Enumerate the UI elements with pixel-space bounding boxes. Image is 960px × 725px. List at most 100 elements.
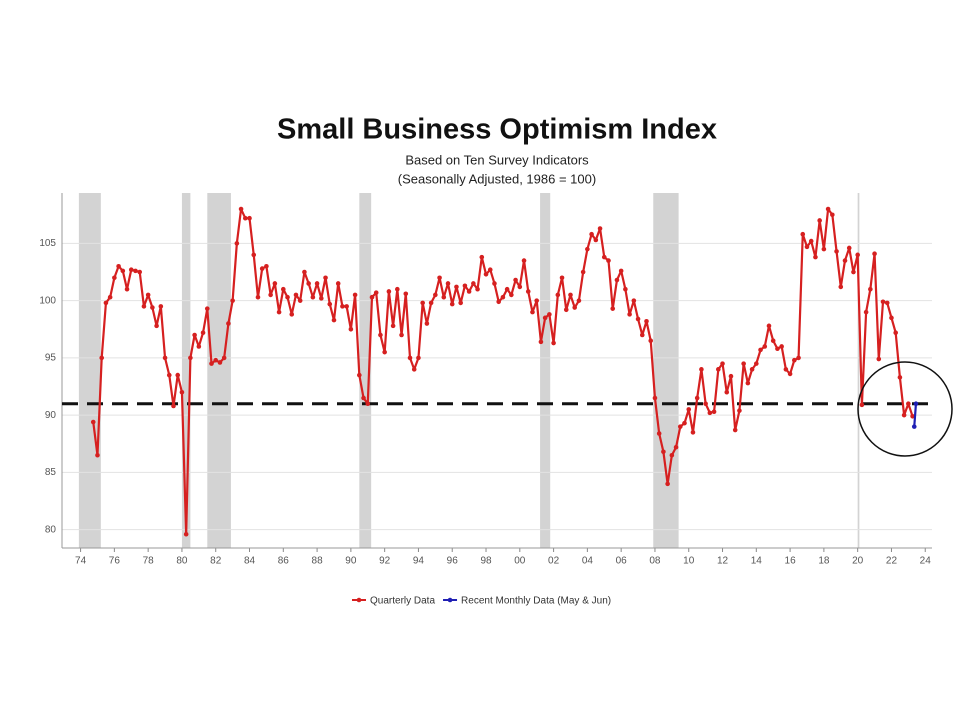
x-tick-label: 22 xyxy=(886,556,898,567)
data-point xyxy=(792,357,797,363)
data-point xyxy=(876,356,882,362)
chart-subtitle: (Seasonally Adjusted, 1986 = 100) xyxy=(398,171,596,186)
data-point xyxy=(813,254,818,260)
data-point xyxy=(509,292,514,298)
x-tick-label: 24 xyxy=(920,556,932,567)
data-point xyxy=(340,304,345,309)
data-point xyxy=(547,312,552,317)
data-point xyxy=(758,347,763,353)
data-point xyxy=(572,305,578,310)
data-point xyxy=(479,254,485,260)
data-point xyxy=(534,298,539,303)
data-point xyxy=(433,292,438,298)
data-point xyxy=(749,367,755,372)
data-point xyxy=(762,344,768,349)
data-point xyxy=(154,323,159,329)
data-point xyxy=(703,401,708,407)
data-point xyxy=(707,410,713,416)
data-point xyxy=(445,281,451,286)
data-point xyxy=(297,298,303,303)
data-point xyxy=(162,355,168,361)
data-point xyxy=(821,246,827,252)
data-point xyxy=(458,300,463,306)
data-point xyxy=(656,431,662,436)
data-point xyxy=(787,371,793,377)
data-point xyxy=(669,452,675,458)
data-point xyxy=(204,306,210,311)
x-tick-label: 82 xyxy=(210,556,222,567)
x-tick-label: 02 xyxy=(548,556,560,567)
data-point xyxy=(112,275,117,281)
data-point xyxy=(838,284,844,290)
data-point xyxy=(365,401,371,407)
data-point xyxy=(576,298,582,303)
data-point xyxy=(635,316,641,322)
x-tick-label: 20 xyxy=(852,556,864,567)
data-point xyxy=(842,258,848,263)
data-point xyxy=(530,309,535,315)
data-point xyxy=(492,281,497,286)
data-point xyxy=(454,284,459,290)
data-point xyxy=(145,292,151,298)
data-point xyxy=(568,292,573,298)
x-tick-label: 18 xyxy=(818,556,830,567)
data-point xyxy=(728,373,734,379)
data-point xyxy=(652,395,658,401)
data-point xyxy=(437,275,442,281)
data-point xyxy=(538,339,544,345)
data-point xyxy=(913,401,919,407)
data-point xyxy=(808,238,814,244)
data-point xyxy=(770,338,776,344)
data-point xyxy=(255,294,261,300)
data-point xyxy=(234,241,240,246)
data-point xyxy=(732,427,738,433)
shaded-period xyxy=(540,193,551,548)
data-point xyxy=(673,444,679,450)
x-tick-label: 78 xyxy=(143,556,155,567)
data-point xyxy=(589,231,594,237)
data-point xyxy=(639,332,645,338)
data-point xyxy=(580,269,586,275)
data-point xyxy=(610,306,616,311)
data-point xyxy=(166,372,172,378)
data-point xyxy=(373,290,379,295)
x-tick-label: 90 xyxy=(345,556,357,567)
data-point xyxy=(614,277,620,283)
data-point xyxy=(399,332,404,338)
data-point xyxy=(348,326,354,332)
data-point xyxy=(686,407,692,412)
x-tick-label: 80 xyxy=(176,556,188,567)
data-point xyxy=(183,531,189,537)
data-point xyxy=(226,321,231,326)
data-point xyxy=(289,312,295,317)
plot-area: 80 85 90 95 100 105 74 76 78 80 82 84 86 88 90 92 94 96 98… xyxy=(39,193,932,567)
data-point xyxy=(276,309,282,315)
data-point xyxy=(834,249,839,254)
data-point xyxy=(851,269,856,275)
data-point xyxy=(95,452,100,458)
data-point xyxy=(158,304,164,309)
data-point xyxy=(880,299,886,305)
data-point xyxy=(416,355,421,361)
data-point xyxy=(90,419,96,425)
highlight-circle xyxy=(857,361,953,457)
x-tick-label: 86 xyxy=(278,556,290,567)
data-point xyxy=(386,289,392,294)
x-tick-label: 04 xyxy=(582,556,594,567)
x-tick-label: 96 xyxy=(447,556,459,567)
data-point xyxy=(411,367,417,372)
data-point xyxy=(141,304,147,309)
data-point xyxy=(910,414,915,419)
y-tick-label: 80 xyxy=(45,524,57,535)
data-point xyxy=(390,323,396,329)
data-point xyxy=(606,258,611,263)
data-point xyxy=(196,344,202,349)
data-point xyxy=(779,344,784,349)
data-point xyxy=(665,481,670,487)
data-point xyxy=(133,268,138,274)
data-point xyxy=(601,254,607,260)
shaded-period xyxy=(207,193,231,548)
data-point xyxy=(285,294,290,300)
x-tick-label: 06 xyxy=(616,556,628,567)
data-point xyxy=(487,267,493,273)
